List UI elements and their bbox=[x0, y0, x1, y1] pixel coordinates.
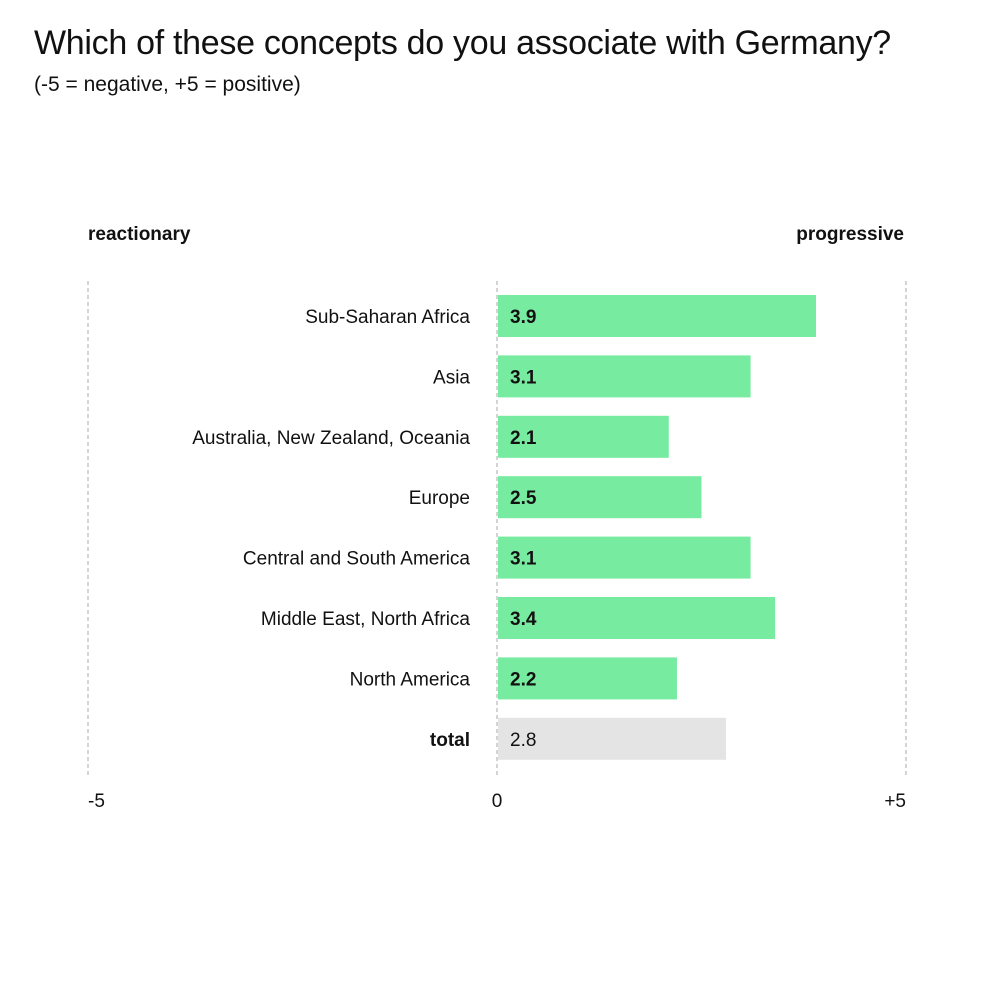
value-label: 3.4 bbox=[510, 609, 537, 630]
pole-label-left: reactionary bbox=[88, 224, 191, 245]
bar bbox=[498, 536, 751, 579]
tick-label: +5 bbox=[884, 791, 906, 812]
value-label: 3.9 bbox=[510, 307, 536, 328]
chart-subtitle: (-5 = negative, +5 = positive) bbox=[34, 73, 301, 96]
category-label: total bbox=[430, 730, 470, 751]
bar bbox=[498, 415, 669, 458]
axis-ticks: -5 0 +5 bbox=[88, 791, 906, 812]
value-label: 3.1 bbox=[510, 549, 537, 570]
bar bbox=[498, 295, 817, 337]
chart-title: Which of these concepts do you associate… bbox=[34, 24, 891, 62]
category-label: Europe bbox=[409, 488, 470, 509]
tick-label: 0 bbox=[492, 791, 503, 812]
bar bbox=[498, 476, 702, 519]
value-label: 2.2 bbox=[510, 669, 536, 690]
pole-label-right: progressive bbox=[796, 224, 904, 245]
bars bbox=[498, 295, 817, 760]
category-label: Central and South America bbox=[243, 549, 471, 570]
category-label: Sub-Saharan Africa bbox=[305, 307, 470, 328]
value-label: 2.8 bbox=[510, 730, 536, 751]
value-label: 3.1 bbox=[510, 367, 537, 388]
category-label: North America bbox=[350, 669, 471, 690]
bar bbox=[498, 355, 751, 398]
category-label: Middle East, North Africa bbox=[261, 609, 471, 630]
value-labels: 3.9 3.1 2.1 2.5 3.1 3.4 2.2 2.8 bbox=[510, 307, 537, 751]
category-labels: Sub-Saharan Africa Asia Australia, New Zea… bbox=[192, 307, 470, 751]
gridlines bbox=[87, 281, 907, 777]
total-bar bbox=[498, 717, 727, 760]
category-label: Asia bbox=[433, 367, 470, 388]
bar bbox=[498, 597, 776, 639]
value-label: 2.5 bbox=[510, 488, 537, 509]
bar bbox=[498, 657, 677, 700]
tick-label: -5 bbox=[88, 791, 105, 812]
value-label: 2.1 bbox=[510, 428, 537, 449]
category-label: Australia, New Zealand, Oceania bbox=[192, 428, 470, 449]
